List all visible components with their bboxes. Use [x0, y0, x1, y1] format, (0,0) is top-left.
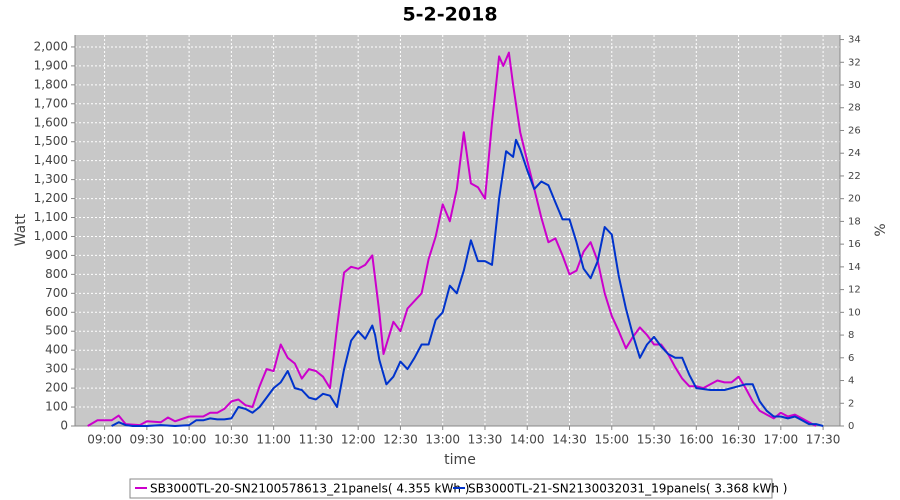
x-tick-label: 15:30 [637, 433, 672, 447]
y2-tick-label: 20 [848, 194, 861, 205]
x-tick-label: 09:00 [87, 433, 122, 447]
chart-title: 5-2-2018 [402, 4, 497, 26]
y2-tick-label: 24 [848, 148, 861, 159]
plot-area [75, 35, 840, 426]
legend-box [129, 478, 773, 499]
legend-label: SB3000TL-21-SN2130032031_19panels( 3.368… [468, 482, 787, 496]
y-tick-label: 1,100 [34, 210, 68, 224]
y-tick-label: 1,000 [34, 229, 68, 243]
y-tick-label: 300 [45, 362, 68, 376]
series-line [111, 138, 824, 427]
y2-tick-label: 10 [848, 307, 861, 318]
y2-tick-label: 6 [848, 353, 854, 364]
y-tick-label: 1,600 [34, 115, 68, 129]
y-tick-label: 1,200 [34, 191, 68, 205]
y2-tick-label: 32 [848, 57, 861, 68]
y2-tick-label: 28 [848, 103, 861, 114]
y-tick-label: 1,400 [34, 153, 68, 167]
y2-tick-label: 26 [848, 125, 861, 136]
y-tick-label: 800 [45, 267, 68, 281]
y-tick-label: 1,800 [34, 77, 68, 91]
x-tick-label: 14:00 [510, 433, 545, 447]
y2-tick-label: 4 [848, 376, 854, 387]
y-tick-label: 600 [45, 305, 68, 319]
x-tick-label: 12:30 [383, 433, 418, 447]
x-tick-label: 13:30 [468, 433, 503, 447]
x-tick-label: 16:00 [679, 433, 714, 447]
y-tick-label: 0 [60, 419, 68, 433]
x-tick-label: 13:00 [425, 433, 460, 447]
y2-tick-label: 8 [848, 330, 854, 341]
y-tick-label: 500 [45, 324, 68, 338]
x-tick-label: 15:00 [594, 433, 629, 447]
y2-tick-label: 12 [848, 285, 861, 296]
x-tick-label: 11:30 [299, 433, 334, 447]
x-tick-label: 10:30 [214, 433, 249, 447]
y2-axis-title: % [873, 223, 889, 236]
x-tick-label: 14:30 [552, 433, 587, 447]
y2-tick-label: 34 [848, 35, 861, 46]
legend-label: SB3000TL-20-SN2100578613_21panels( 4.355… [150, 482, 469, 496]
y-tick-label: 1,500 [34, 134, 68, 148]
x-tick-label: 17:30 [806, 433, 841, 447]
x-tick-label: 12:00 [341, 433, 376, 447]
y-tick-label: 1,700 [34, 96, 68, 110]
y-tick-label: 1,900 [34, 58, 68, 72]
x-tick-label: 09:30 [130, 433, 165, 447]
y2-tick-label: 30 [848, 80, 861, 91]
y2-tick-label: 0 [848, 421, 854, 432]
y2-tick-label: 18 [848, 216, 861, 227]
y2-tick-label: 22 [848, 171, 861, 182]
y-tick-label: 900 [45, 248, 68, 262]
y-tick-label: 1,300 [34, 172, 68, 186]
y2-tick-label: 16 [848, 239, 861, 250]
x-tick-label: 11:00 [256, 433, 291, 447]
y-tick-label: 400 [45, 343, 68, 357]
x-tick-label: 16:30 [721, 433, 756, 447]
y-tick-label: 700 [45, 286, 68, 300]
y-axis-title: Watt [13, 213, 29, 246]
y-tick-label: 100 [45, 400, 68, 414]
x-tick-label: 17:00 [764, 433, 799, 447]
y2-tick-label: 14 [848, 262, 861, 273]
series-line [87, 51, 817, 427]
x-tick-label: 10:00 [172, 433, 207, 447]
y2-tick-label: 2 [848, 398, 854, 409]
x-axis-title: time [444, 452, 476, 468]
y-tick-label: 2,000 [34, 39, 68, 53]
y-tick-label: 200 [45, 381, 68, 395]
